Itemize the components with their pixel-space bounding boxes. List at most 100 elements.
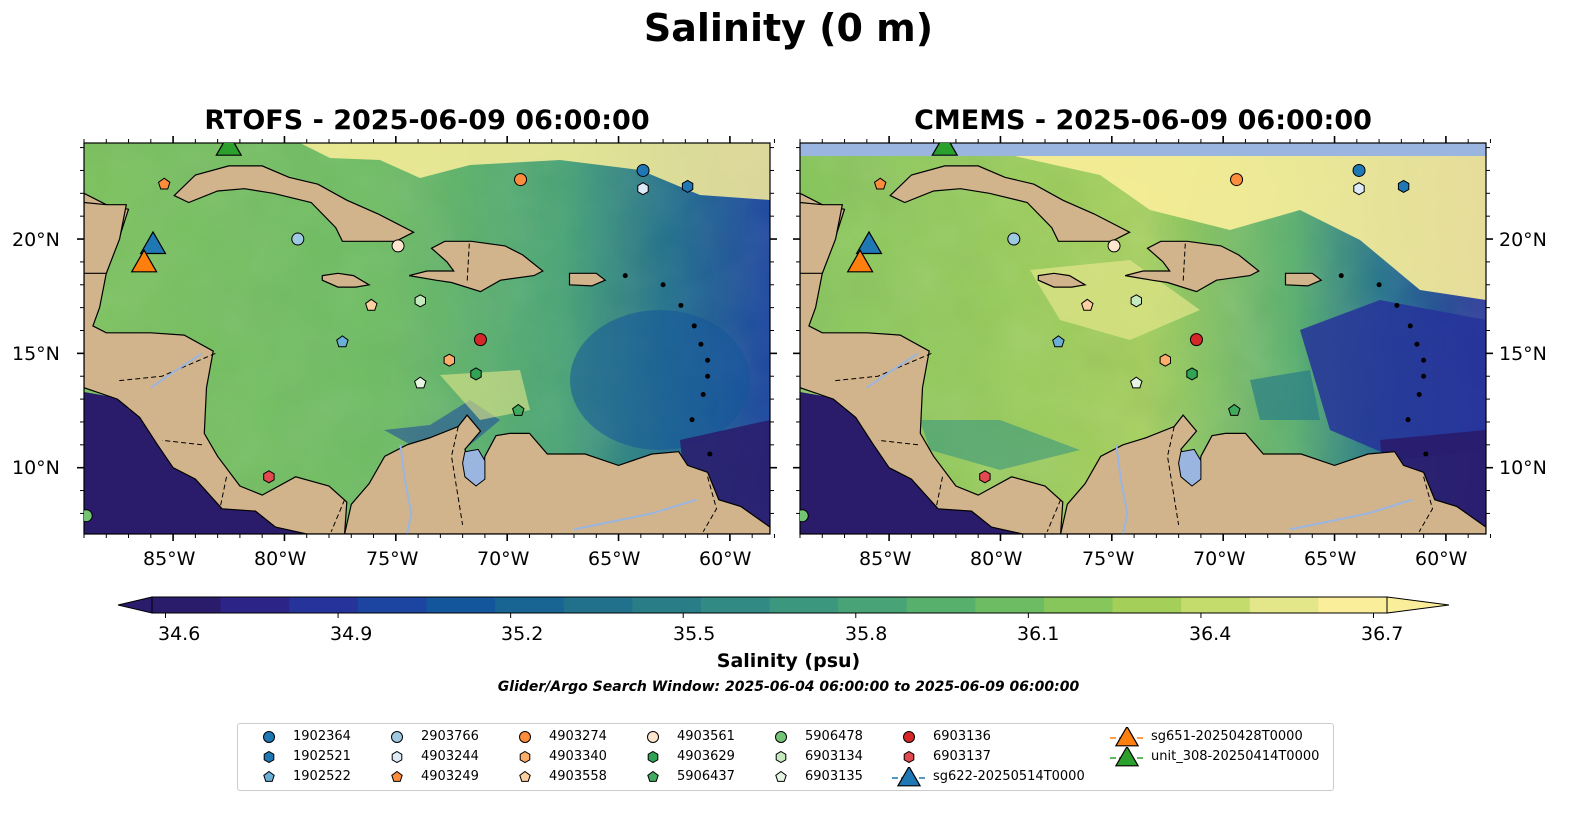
legend-marker <box>647 770 659 782</box>
colorbar-segment <box>975 597 1045 613</box>
river <box>1289 498 1413 531</box>
lon-label-70w-a: 70°W <box>477 548 530 570</box>
land-hispaniola <box>409 240 544 293</box>
legend-marker <box>519 750 531 764</box>
colorbar-segment <box>495 597 565 613</box>
country-border <box>935 476 943 509</box>
small-island <box>1423 451 1429 457</box>
cmems-observations <box>800 143 1410 523</box>
land-cuba <box>889 165 1131 242</box>
rtofs-map-frame <box>83 142 771 535</box>
country-border <box>833 352 932 382</box>
land-jamaica <box>1037 272 1087 288</box>
legend-label: 6903136 <box>933 729 991 744</box>
legend-circle <box>647 731 659 743</box>
small-island <box>1407 323 1413 329</box>
river <box>150 352 203 389</box>
observation-unit_308-20250414T0000 <box>215 143 243 156</box>
colorbar-segment <box>152 597 222 613</box>
colorbar-tick-label: 36.1 <box>1017 623 1060 645</box>
colorbar <box>117 596 1450 618</box>
observation-unit_308-20250414T0000 <box>931 143 959 156</box>
observation-5906478 <box>800 509 809 523</box>
land-jamaica <box>321 272 371 288</box>
land-cuba <box>173 165 415 242</box>
small-island <box>698 341 704 347</box>
river <box>1115 444 1129 534</box>
lon-label-85w-b: 85°W <box>859 548 912 570</box>
observation-sg651-20250428T0000 <box>846 248 874 273</box>
small-island <box>1376 282 1382 288</box>
small-island <box>678 302 684 308</box>
lon-label-60w-b: 60°W <box>1415 548 1468 570</box>
observation-4903244 <box>1353 182 1365 196</box>
colorbar-segment <box>1112 597 1182 613</box>
lon-label-80w-a: 80°W <box>254 548 307 570</box>
country-border <box>330 499 346 532</box>
lon-label-85w-a: 85°W <box>143 548 196 570</box>
colorbar-segment <box>426 597 496 613</box>
observation-2903766 <box>291 232 305 246</box>
small-island <box>660 282 666 288</box>
rtofs-observations <box>84 143 694 523</box>
figure-title: Salinity (0 m) <box>643 6 934 50</box>
lat-label-20n-left: 20°N <box>12 229 60 251</box>
observation-4903249 <box>873 177 887 190</box>
country-border <box>702 476 718 532</box>
observation-4903274 <box>514 173 528 187</box>
legend-label: 4903249 <box>421 769 479 784</box>
colorbar-tick-label: 34.6 <box>158 623 201 645</box>
lat-label-15n-right: 15°N <box>1499 343 1547 365</box>
country-border <box>1166 426 1180 525</box>
colorbar-segment <box>769 597 839 613</box>
colorbar-segment <box>220 597 290 613</box>
legend-circle <box>775 731 787 743</box>
legend-marker <box>775 731 787 743</box>
colorbar-segment <box>632 597 702 613</box>
legend-marker <box>391 770 403 782</box>
colorbar-segment <box>700 597 770 613</box>
colorbar-segment <box>1043 597 1114 613</box>
country-border <box>1182 243 1186 283</box>
observation-1902522 <box>336 335 349 348</box>
cmems-no-data-band <box>800 143 1486 156</box>
observation-1902364 <box>636 163 650 177</box>
legend-marker <box>903 731 915 743</box>
legend-label: 4903558 <box>549 769 607 784</box>
legend-marker <box>647 731 659 743</box>
colorbar-tick-label: 36.7 <box>1361 623 1404 645</box>
legend-hexagon <box>775 750 787 764</box>
lake-maracaibo <box>462 448 486 487</box>
colorbar-segment <box>906 597 976 613</box>
legend-marker <box>903 750 915 764</box>
observation-6903137 <box>263 470 275 484</box>
observation-1902522 <box>1052 335 1065 348</box>
river <box>399 444 413 534</box>
country-border <box>466 243 470 283</box>
cmems-map-frame <box>799 142 1487 535</box>
rtofs-pacific-low <box>84 392 330 534</box>
cmems-low-salinity-east <box>1300 300 1486 460</box>
observation-6903134 <box>414 294 426 308</box>
observation-sg622-20250514T0000 <box>855 230 883 255</box>
observation-4903340 <box>1159 353 1171 367</box>
colorbar-segment <box>563 597 633 613</box>
small-island <box>1394 302 1400 308</box>
small-island <box>1416 392 1422 398</box>
legend-marker <box>775 770 787 782</box>
legend-pentagon <box>391 770 403 782</box>
legend-label: 1902364 <box>293 729 351 744</box>
country-border <box>219 476 227 509</box>
lat-label-15n-left: 15°N <box>12 343 60 365</box>
observation-1902521 <box>1397 179 1410 193</box>
legend-marker <box>1110 727 1144 747</box>
axis-ticks <box>77 136 1493 541</box>
observation-2903766 <box>1007 232 1021 246</box>
small-island <box>1414 341 1420 347</box>
legend: 1902364 1902521 1902522 2903766 4903244 49032… <box>237 723 1334 791</box>
rtofs-panel-title: RTOFS - 2025-06-09 06:00:00 <box>204 105 650 136</box>
observation-4903340 <box>443 353 455 367</box>
cmems-high-salinity-north <box>1010 155 1486 300</box>
lon-label-65w-b: 65°W <box>1304 548 1357 570</box>
